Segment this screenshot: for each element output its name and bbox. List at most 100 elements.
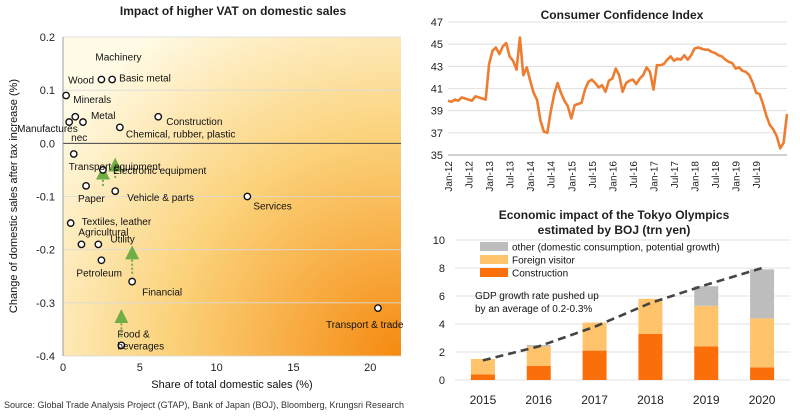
bar-segment xyxy=(694,305,719,347)
bar-x-tick: 2016 xyxy=(525,393,552,407)
bar-legend-label: Construction xyxy=(512,269,568,280)
bar-segment xyxy=(582,350,607,380)
scatter-point xyxy=(77,240,86,249)
scatter-y-tick: 0.0 xyxy=(40,138,55,150)
bar-stacks xyxy=(470,269,775,380)
line-x-ticks: Jan-12 Jul-12 Jan-13 Jul-13 Jan-14 Jul-14 Jan-… xyxy=(444,161,763,192)
line-x-tick: Jan-19 xyxy=(732,161,743,192)
scatter-point-label: Minerals xyxy=(73,95,111,106)
scatter-point-label: Services xyxy=(253,202,291,213)
line-series xyxy=(447,36,789,150)
scatter-point-label: Metal xyxy=(91,111,115,122)
scatter-arrows xyxy=(95,157,140,338)
line-x-tick: Jul-17 xyxy=(670,161,681,189)
bar-title: Economic impact of the Tokyo Olympics xyxy=(499,208,730,222)
scatter-point-label: Financial xyxy=(142,288,182,299)
scatter-point-label: nec xyxy=(71,133,87,144)
scatter-point-label: Paper xyxy=(78,194,105,205)
scatter-y-axis-label: Change of domestic sales after tax incre… xyxy=(8,79,20,313)
scatter-point-label: Transport & trade xyxy=(326,320,404,331)
bar-segment xyxy=(470,374,495,380)
scatter-points xyxy=(62,75,382,350)
bar-gridlines xyxy=(455,239,790,381)
bar-segment xyxy=(526,346,551,366)
bar-segment xyxy=(582,322,607,351)
scatter-point xyxy=(99,166,107,174)
scatter-point-label: Manufactures xyxy=(17,124,78,135)
bar-segment xyxy=(638,298,663,334)
line-y-tick: 43 xyxy=(431,61,443,73)
line-x-tick: Jan-14 xyxy=(526,161,537,192)
scatter-point xyxy=(111,187,120,196)
bar-legend-swatch xyxy=(480,255,508,264)
scatter-point-label: beverages xyxy=(117,341,164,352)
line-y-ticks: 47 45 43 41 39 37 35 xyxy=(431,17,443,162)
scatter-x-ticks: 0 5 10 15 20 xyxy=(60,362,376,374)
line-x-tick: Jul-14 xyxy=(547,161,558,189)
scatter-point xyxy=(108,75,117,84)
bar-x-tick: 2015 xyxy=(470,393,497,407)
scatter-point-label: Food & xyxy=(117,329,150,340)
scatter-point xyxy=(117,341,126,350)
bar-y-tick: 6 xyxy=(439,291,445,303)
bar-y-tick: 10 xyxy=(433,235,445,247)
bar-segment xyxy=(694,286,719,306)
line-y-tick: 35 xyxy=(431,150,443,162)
scatter-y-tick: 0.1 xyxy=(40,85,55,97)
bar-y-tick: 4 xyxy=(439,319,445,331)
scatter-point-label: Chemical, rubber, plastic xyxy=(126,129,236,140)
scatter-point-label: Petroleum xyxy=(76,268,122,279)
scatter-y-tick: -0.3 xyxy=(36,298,55,310)
scatter-point xyxy=(243,192,252,201)
bar-legend-label: other (domestic consumption, potential g… xyxy=(512,243,720,254)
line-series-path xyxy=(447,36,789,150)
scatter-point-label: Transport equipment xyxy=(69,162,161,173)
bar-trend-path xyxy=(482,266,763,362)
scatter-point xyxy=(94,240,103,249)
scatter-point xyxy=(128,277,137,286)
scatter-y-tick: -0.4 xyxy=(36,351,55,363)
line-x-tick: Jul-12 xyxy=(465,161,476,189)
scatter-point-label: Agricultural xyxy=(78,227,128,238)
bar-segment xyxy=(638,333,663,380)
scatter-point-label: Electronic equipment xyxy=(113,166,207,177)
scatter-y-tick: -0.2 xyxy=(36,245,55,257)
line-title: Consumer Confidence Index xyxy=(541,8,704,22)
line-y-tick: 39 xyxy=(431,106,443,118)
bar-x-tick: 2020 xyxy=(749,393,776,407)
bar-y-tick: 8 xyxy=(439,263,445,275)
line-x-tick: Jan-17 xyxy=(649,161,660,192)
line-y-tick: 45 xyxy=(431,39,443,51)
line-gridlines xyxy=(448,21,787,156)
line-x-tick: Jul-19 xyxy=(752,161,763,189)
line-x-tick: Jul-13 xyxy=(506,161,517,189)
line-y-tick: 47 xyxy=(431,17,443,29)
scatter-axes xyxy=(62,37,401,356)
bar-legend-label: Foreign visitor xyxy=(512,256,575,267)
scatter-point xyxy=(65,118,74,126)
bar-annotation-line-1: GDP growth rate pushed up xyxy=(475,291,599,302)
scatter-x-tick: 0 xyxy=(60,362,66,374)
scatter-x-tick: 10 xyxy=(211,362,223,374)
bar-segment xyxy=(470,359,495,375)
bar-y-tick: 2 xyxy=(439,347,445,359)
bar-x-tick: 2019 xyxy=(693,393,720,407)
scatter-point xyxy=(115,123,124,132)
scatter-y-tick: 0.2 xyxy=(40,32,55,44)
scatter-point xyxy=(62,91,70,100)
bar-legend: other (domestic consumption, potential g… xyxy=(480,242,720,280)
scatter-point xyxy=(71,112,80,121)
bar-trend-line xyxy=(482,266,763,362)
scatter-chart: Impact of higher VAT on domestic sales 0… xyxy=(8,4,404,391)
bar-y-ticks: 10 8 6 4 2 0 xyxy=(433,235,445,387)
bar-x-tick: 2018 xyxy=(637,393,664,407)
scatter-x-tick: 20 xyxy=(364,362,376,374)
bar-y-tick: 0 xyxy=(439,375,445,387)
line-y-tick: 41 xyxy=(431,84,443,96)
line-x-tick: Jan-15 xyxy=(567,161,578,192)
scatter-x-tick: 5 xyxy=(137,362,143,374)
scatter-point-label: Utility xyxy=(110,234,134,245)
scatter-y-tick: -0.1 xyxy=(36,192,55,204)
line-x-tick: Jul-15 xyxy=(588,161,599,189)
